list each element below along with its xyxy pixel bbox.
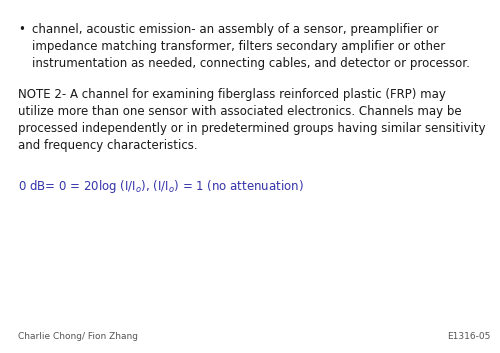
Text: channel, acoustic emission- an assembly of a sensor, preamplifier or
impedance m: channel, acoustic emission- an assembly …: [32, 23, 470, 70]
Text: •: •: [18, 23, 25, 36]
Text: E1316-05: E1316-05: [446, 332, 490, 341]
Text: 0 dB= 0 = 20log (I/I$_o$), (I/I$_o$) = 1 (no attenuation): 0 dB= 0 = 20log (I/I$_o$), (I/I$_o$) = 1…: [18, 178, 304, 195]
Text: NOTE 2- A channel for examining fiberglass reinforced plastic (FRP) may
utilize : NOTE 2- A channel for examining fibergla…: [18, 88, 485, 152]
Text: Charlie Chong/ Fion Zhang: Charlie Chong/ Fion Zhang: [18, 332, 138, 341]
